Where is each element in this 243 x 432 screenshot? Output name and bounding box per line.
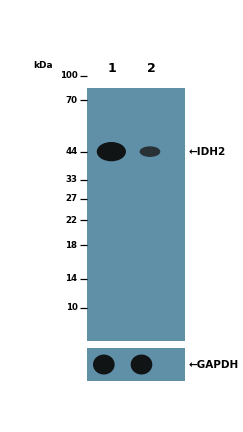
Text: 22: 22 [65,216,78,225]
Text: ←GAPDH: ←GAPDH [189,359,239,369]
Ellipse shape [139,146,160,157]
Ellipse shape [131,355,152,375]
Bar [87,89,185,341]
Text: 100: 100 [60,71,78,80]
Text: 18: 18 [65,241,78,250]
Text: 14: 14 [65,274,78,283]
Bar [87,348,185,381]
Text: kDa: kDa [34,60,53,70]
Ellipse shape [97,142,126,161]
Ellipse shape [93,355,115,375]
Text: 27: 27 [65,194,78,203]
Text: 33: 33 [65,175,78,184]
Text: ←IDH2: ←IDH2 [189,146,226,157]
Text: 44: 44 [65,147,78,156]
Text: 1: 1 [108,62,117,75]
Text: 10: 10 [66,303,78,312]
Text: 2: 2 [147,62,155,75]
Text: 70: 70 [65,95,78,105]
